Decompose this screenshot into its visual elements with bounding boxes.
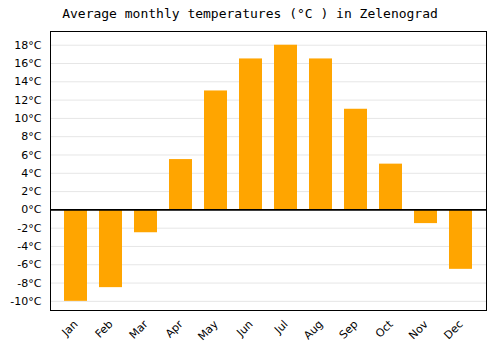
svg-text:Jul: Jul (271, 318, 290, 337)
svg-text:6°C: 6°C (21, 149, 41, 162)
svg-text:Feb: Feb (93, 318, 116, 341)
svg-text:18°C: 18°C (14, 39, 41, 52)
svg-text:-10°C: -10°C (10, 295, 41, 308)
svg-text:4°C: 4°C (21, 167, 41, 180)
svg-text:Apr: Apr (163, 317, 186, 340)
html-text:Average monthly temperatures (: Average monthly temperatures (°C ) in Ze… (62, 6, 438, 21)
svg-text:12°C: 12°C (14, 94, 41, 107)
svg-text:-4°C: -4°C (17, 240, 41, 253)
svg-text:Sep: Sep (337, 318, 361, 342)
svg-text:16°C: 16°C (14, 57, 41, 70)
svg-text:-2°C: -2°C (17, 222, 41, 235)
svg-text:Dec: Dec (441, 318, 465, 342)
svg-text:8°C: 8°C (21, 130, 41, 143)
svg-text:0°C: 0°C (21, 203, 41, 216)
svg-text:May: May (195, 317, 221, 343)
svg-text:2°C: 2°C (21, 185, 41, 198)
svg-text:14°C: 14°C (14, 75, 41, 88)
svg-text:Jun: Jun (234, 318, 256, 340)
svg-text:Oct: Oct (373, 317, 396, 340)
svg-text:-8°C: -8°C (17, 277, 41, 290)
svg-text:Nov: Nov (406, 317, 431, 342)
svg-text:10°C: 10°C (14, 112, 41, 125)
svg-text:-6°C: -6°C (17, 258, 41, 271)
svg-text:Jan: Jan (59, 318, 81, 340)
svg-text:Mar: Mar (127, 317, 151, 341)
svg-text:Aug: Aug (301, 318, 325, 342)
